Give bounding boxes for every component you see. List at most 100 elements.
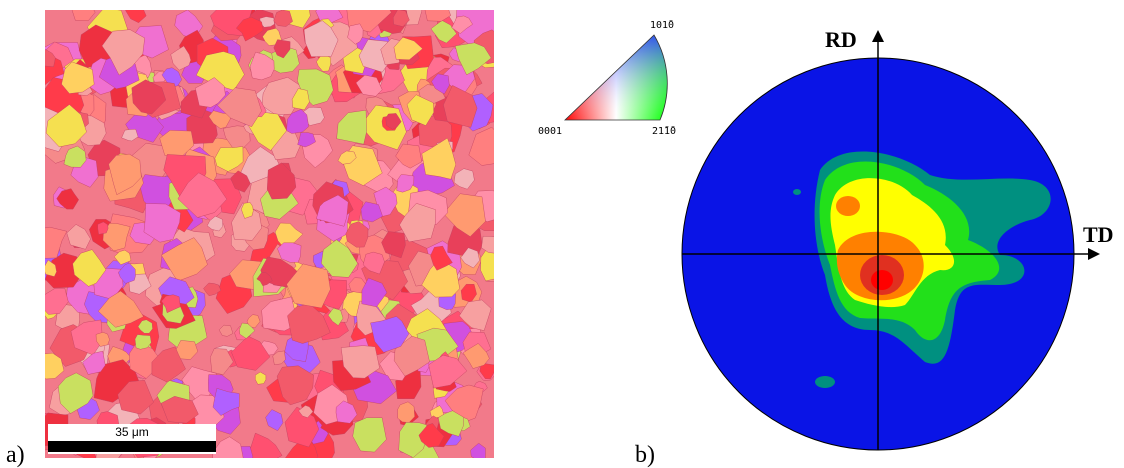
grain (45, 49, 56, 67)
grain (399, 203, 436, 243)
grain (121, 128, 139, 142)
axis-label: TD (1083, 222, 1114, 247)
grain (71, 10, 96, 22)
scale-label: 35 μm (115, 425, 149, 439)
grain (316, 194, 349, 227)
grain (276, 365, 314, 406)
grain (345, 221, 369, 248)
grain (418, 423, 445, 448)
grain (63, 145, 87, 168)
key-label: 101̄0 (650, 20, 674, 31)
grain (352, 417, 387, 453)
grain (321, 239, 358, 278)
grain (170, 45, 192, 71)
grain (98, 290, 144, 328)
grain (210, 348, 234, 375)
grain (437, 410, 464, 437)
grain (470, 442, 486, 458)
grain (143, 203, 181, 243)
grain (430, 245, 453, 271)
grain (273, 39, 291, 59)
grain (195, 77, 226, 108)
grain (218, 324, 234, 337)
grain (108, 153, 142, 195)
grain (468, 126, 494, 166)
grain (396, 174, 415, 193)
key-label: 21̄1̄0 (652, 126, 676, 137)
grain (161, 294, 181, 313)
grain (177, 172, 228, 218)
grain (392, 10, 410, 27)
grain (248, 110, 287, 151)
panel-label: a) (6, 442, 25, 468)
panel-label: b) (635, 442, 655, 468)
grain (335, 400, 358, 424)
grain (340, 345, 380, 379)
grain (134, 334, 152, 350)
grain (249, 51, 275, 81)
grain (428, 354, 468, 389)
grain (421, 137, 457, 180)
grain (431, 73, 450, 95)
grain (82, 350, 106, 375)
grain (61, 61, 95, 94)
grain (161, 237, 208, 282)
key-label: 0001 (538, 126, 562, 137)
grain (286, 109, 309, 134)
grain (45, 259, 57, 277)
grain (97, 221, 109, 235)
color-key: 0001 21̄1̄0 101̄0 (538, 20, 676, 137)
grain (56, 188, 79, 210)
grain (212, 388, 240, 416)
grain (444, 384, 484, 423)
grain (273, 10, 293, 27)
grain (421, 258, 460, 298)
grain (131, 79, 167, 115)
grain (348, 277, 367, 294)
grain (113, 249, 132, 265)
grain (151, 346, 186, 383)
grain (481, 235, 494, 254)
grain (406, 94, 435, 126)
grain (101, 29, 145, 76)
grain (397, 401, 415, 423)
grain (297, 132, 316, 148)
grain (241, 202, 254, 219)
grain (161, 67, 182, 88)
grain (231, 202, 262, 241)
grain (360, 201, 383, 223)
grain (117, 379, 154, 415)
grain (298, 405, 314, 418)
grain (284, 406, 320, 448)
grain (57, 372, 94, 414)
grain (395, 143, 422, 169)
grain (45, 288, 69, 315)
grain (337, 150, 357, 165)
grain (370, 316, 410, 353)
grain (95, 332, 110, 347)
grain (361, 277, 388, 308)
grain (355, 74, 383, 97)
grain (246, 314, 261, 329)
grain (137, 319, 153, 334)
grain (261, 77, 303, 116)
grain (236, 16, 264, 42)
grain (291, 88, 310, 111)
grain (195, 51, 245, 91)
grain (430, 20, 457, 44)
grain (451, 15, 473, 34)
grain (254, 371, 267, 385)
grain (443, 85, 478, 128)
grain (398, 422, 428, 458)
grain (453, 168, 475, 190)
grain (272, 350, 286, 366)
grain (45, 226, 68, 259)
grain (362, 251, 385, 275)
grain (303, 20, 339, 57)
grain (214, 146, 244, 172)
grain (206, 215, 224, 232)
grain (266, 162, 297, 200)
grain (347, 23, 364, 45)
grain (460, 247, 480, 269)
grain (203, 282, 222, 297)
